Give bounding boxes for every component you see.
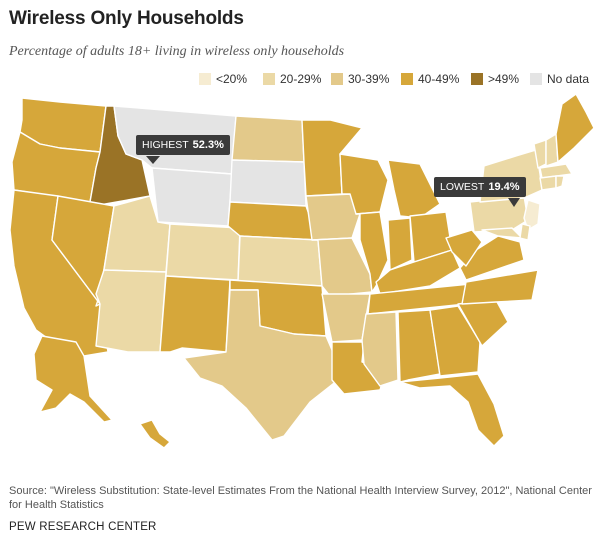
- callout-highest-pointer: [146, 156, 160, 164]
- state-colorado: [165, 223, 241, 281]
- legend-label: <20%: [216, 72, 248, 86]
- legend-item-no-data: No data: [530, 72, 589, 86]
- callout-lowest-value: 19.4%: [488, 181, 520, 193]
- state-connecticut: [539, 175, 557, 191]
- callout-highest-value: 52.3%: [192, 139, 224, 151]
- legend: <20% 20-29% 30-39% 40-49% >49% No data: [0, 72, 599, 92]
- callout-lowest-label: LOWEST: [440, 181, 485, 193]
- legend-item-under-20: <20%: [199, 72, 247, 86]
- state-new-jersey: [523, 199, 541, 231]
- legend-label: 20-29%: [280, 72, 322, 86]
- page-subtitle: Percentage of adults 18+ living in wirel…: [9, 44, 345, 59]
- legend-item-40-49: 40-49%: [401, 72, 459, 86]
- state-north-dakota: [231, 115, 305, 163]
- state-south-dakota: [229, 159, 307, 207]
- legend-swatch: [530, 73, 542, 85]
- legend-item-30-39: 30-39%: [331, 72, 389, 86]
- legend-label: >49%: [488, 72, 520, 86]
- callout-highest-label: HIGHEST: [142, 139, 189, 151]
- legend-swatch: [199, 73, 211, 85]
- legend-swatch: [263, 73, 275, 85]
- state-maryland: [481, 227, 523, 239]
- legend-label: 30-39%: [348, 72, 390, 86]
- state-new-mexico: [159, 275, 231, 353]
- state-georgia: [429, 305, 481, 377]
- callout-lowest-pointer: [508, 198, 520, 207]
- state-arizona: [95, 269, 167, 353]
- legend-label: No data: [547, 72, 590, 86]
- legend-swatch: [471, 73, 483, 85]
- source-note: Source: "Wireless Substitution: State-le…: [9, 485, 592, 511]
- state-maine: [555, 93, 595, 163]
- state-rhode-island: [555, 175, 565, 189]
- callout-lowest: LOWEST 19.4%: [434, 177, 526, 197]
- legend-item-over-49: >49%: [471, 72, 519, 86]
- state-indiana: [387, 217, 413, 271]
- state-mississippi: [361, 311, 399, 387]
- callout-highest: HIGHEST 52.3%: [136, 135, 230, 155]
- state-west-virginia: [445, 229, 483, 267]
- footer-credit: PEW RESEARCH CENTER: [9, 521, 157, 533]
- state-alaska: [33, 335, 113, 423]
- state-michigan: [387, 159, 441, 219]
- state-delaware: [519, 223, 531, 241]
- state-illinois: [355, 211, 389, 293]
- state-kansas: [237, 235, 323, 287]
- state-north-carolina: [461, 269, 539, 305]
- state-wyoming: [151, 167, 233, 227]
- state-florida: [399, 373, 505, 447]
- state-texas: [183, 289, 339, 441]
- state-alabama: [397, 309, 441, 383]
- state-hawaii: [139, 419, 171, 449]
- state-nebraska: [227, 201, 319, 241]
- state-massachusetts: [539, 163, 573, 179]
- legend-label: 40-49%: [418, 72, 460, 86]
- legend-swatch: [401, 73, 413, 85]
- page-title: Wireless Only Households: [9, 8, 244, 29]
- legend-item-20-29: 20-29%: [263, 72, 321, 86]
- legend-swatch: [331, 73, 343, 85]
- us-choropleth-map: [9, 93, 595, 449]
